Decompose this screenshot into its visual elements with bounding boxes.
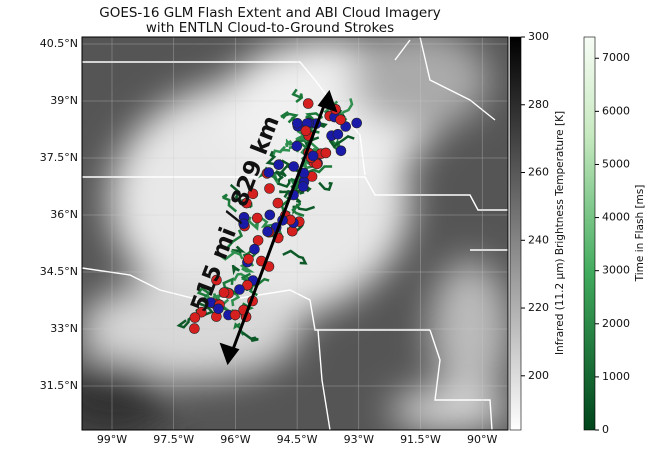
flash-extent (291, 202, 305, 217)
cg-stroke (320, 147, 332, 159)
lat-tick-label: 37.5°N (40, 151, 78, 164)
lon-tick-label: 99°W (97, 433, 127, 446)
lon-tick-label: 96°W (220, 433, 250, 446)
lat-tick-label: 34.5°N (40, 265, 78, 278)
colorbar-tick-label: 3000 (602, 264, 630, 277)
cg-stroke (262, 226, 273, 237)
flash-extent (257, 214, 284, 238)
lat-tick-label: 40.5°N (40, 37, 78, 50)
cg-stroke (307, 150, 319, 162)
flash-extent (176, 314, 195, 329)
cg-stroke (243, 253, 254, 265)
flash-extent (217, 249, 244, 261)
colorbar-tick-label: 2000 (602, 317, 630, 330)
cg-stroke (213, 303, 224, 315)
cg-stroke (291, 118, 303, 129)
colorbar-tick-label: 300 (528, 30, 549, 43)
flash-extent (233, 322, 245, 336)
cg-stroke (234, 284, 245, 295)
map-frame (81, 36, 509, 431)
cg-stroke (218, 287, 230, 298)
flash-extent (241, 331, 259, 343)
flash-extent (284, 138, 292, 147)
colorbar-tick-label: 200 (528, 369, 549, 382)
flash-extent (223, 229, 244, 252)
cg-stroke (189, 312, 201, 323)
flash-extent (318, 181, 333, 192)
cg-stroke (302, 98, 314, 109)
cg-stroke (238, 218, 249, 230)
cg-stroke (300, 125, 312, 137)
lat-tick-label: 39°N (50, 94, 78, 107)
distance-arrow (219, 89, 338, 366)
cg-stroke (189, 323, 200, 334)
colorbar-label: Infrared (11.2 μm) Brightness Temperatur… (554, 111, 566, 355)
colorbar-tick-label: 0 (602, 423, 609, 436)
flash-extent (221, 193, 238, 213)
cg-stroke (332, 129, 344, 140)
colorbar-time (583, 36, 596, 431)
cg-stroke (241, 197, 252, 209)
colorbar-tick-label: 4000 (602, 211, 630, 224)
flash-extent (229, 183, 248, 205)
cg-stroke (251, 212, 263, 224)
cg-stroke (288, 161, 300, 172)
colorbar-tick-label: 5000 (602, 157, 630, 170)
cg-stroke (249, 243, 260, 255)
colorbar-tick-label: 6000 (602, 104, 630, 117)
cg-stroke (264, 209, 276, 221)
cg-stroke (291, 140, 303, 152)
colorbar-label: Time in Flash [ms] (634, 185, 646, 283)
colorbar-tick-label: 280 (528, 98, 549, 111)
cg-stroke (335, 114, 346, 125)
flash-extent (328, 135, 355, 149)
title-line: GOES-16 GLM Flash Extent and ABI Cloud I… (99, 5, 441, 21)
lon-tick-label: 90°W (467, 433, 497, 446)
cg-stroke (297, 181, 309, 192)
cg-stroke (229, 309, 241, 321)
cg-stroke (264, 183, 275, 194)
flash-extent (305, 112, 324, 121)
flash-extent (280, 111, 299, 124)
flash-extent (291, 88, 304, 103)
lat-tick-label: 31.5°N (40, 379, 78, 392)
cg-stroke (272, 197, 284, 209)
cg-stroke (263, 167, 275, 178)
lon-tick-label: 97.5°W (153, 433, 194, 446)
satellite-image (82, 37, 508, 430)
colorbar-ir (509, 36, 522, 431)
cg-stroke (211, 274, 222, 286)
colorbar-tick-label: 7000 (602, 51, 630, 64)
flash-extent (282, 249, 308, 265)
cg-stroke (351, 117, 363, 129)
flash-extent (196, 286, 213, 298)
flash-extent (276, 175, 291, 188)
lon-tick-label: 94.5°W (277, 433, 318, 446)
lon-tick-label: 93°W (344, 433, 374, 446)
lat-tick-label: 33°N (50, 322, 78, 335)
cg-stroke (252, 235, 264, 246)
cg-stroke (247, 188, 259, 200)
lon-tick-label: 91.5°W (400, 433, 441, 446)
colorbar-tick-label: 1000 (602, 370, 630, 383)
cg-stroke (335, 145, 347, 157)
flash-extent (331, 138, 342, 152)
flash-extent (271, 145, 291, 158)
lat-tick-label: 36°N (50, 208, 78, 221)
flash-extent (231, 264, 240, 276)
colorbar-tick-label: 240 (528, 233, 549, 246)
colorbar-tick-label: 220 (528, 301, 549, 314)
title-line: with ENTLN Cloud-to-Ground Strokes (146, 20, 394, 36)
flash-extent (300, 160, 313, 170)
cg-stroke (273, 159, 285, 170)
colorbar-tick-label: 260 (528, 166, 549, 179)
